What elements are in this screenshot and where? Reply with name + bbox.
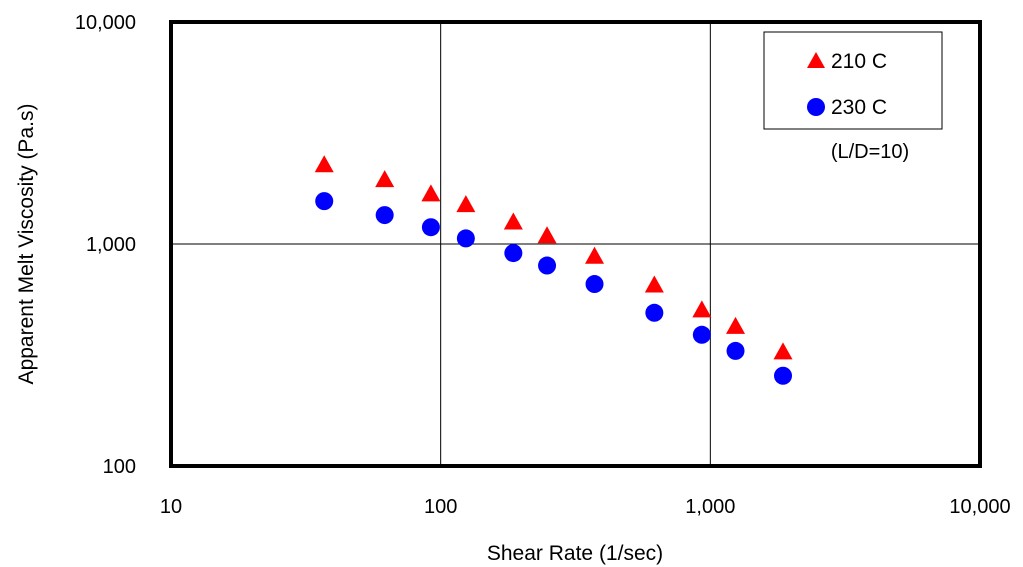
data-point-210c — [375, 170, 395, 188]
legend-box — [763, 31, 943, 130]
data-point-230c — [421, 218, 440, 237]
legend-label-230c: 230 C — [831, 96, 887, 119]
x-tick-label: 1,000 — [685, 496, 735, 518]
data-point-210c — [585, 246, 605, 264]
y-tick-label: 100 — [103, 456, 136, 478]
data-point-210c — [503, 212, 523, 230]
grid-lines — [171, 22, 980, 466]
data-point-210c — [314, 155, 334, 173]
data-point-230c — [645, 303, 664, 322]
y-tick-labels: 100 1,000 10,000 — [75, 12, 136, 478]
data-point-210c — [644, 275, 664, 293]
data-points — [314, 155, 793, 385]
y-tick-label: 10,000 — [75, 12, 136, 34]
data-point-210c — [537, 226, 557, 244]
legend: 210 C 230 C — [763, 31, 943, 130]
data-point-230c — [692, 325, 711, 344]
x-tick-labels: 10 100 1,000 10,000 — [160, 496, 1011, 518]
x-tick-label: 10 — [160, 496, 182, 518]
legend-marker-230c — [807, 98, 825, 116]
x-tick-label: 100 — [424, 496, 457, 518]
legend-marker-210c — [807, 52, 825, 68]
y-axis-title: Apparent Melt Viscosity (Pa.s) — [15, 104, 38, 385]
data-point-210c — [456, 195, 476, 213]
data-point-230c — [456, 229, 475, 248]
data-point-230c — [315, 192, 334, 211]
plot-area-frame — [169, 20, 982, 468]
data-point-210c — [692, 300, 712, 318]
data-point-210c — [421, 184, 441, 202]
data-point-210c — [726, 316, 746, 334]
annotation-ld-ratio: (L/D=10) — [831, 141, 909, 163]
legend-label-210c: 210 C — [831, 50, 887, 73]
data-point-230c — [774, 366, 793, 385]
data-point-230c — [585, 275, 604, 294]
data-point-230c — [538, 256, 557, 275]
x-tick-label: 10,000 — [949, 496, 1010, 518]
data-point-230c — [375, 206, 394, 225]
data-point-230c — [504, 244, 523, 263]
x-axis-title: Shear Rate (1/sec) — [487, 542, 663, 565]
data-point-210c — [773, 342, 793, 360]
data-point-230c — [726, 341, 745, 360]
y-tick-label: 1,000 — [86, 234, 136, 256]
